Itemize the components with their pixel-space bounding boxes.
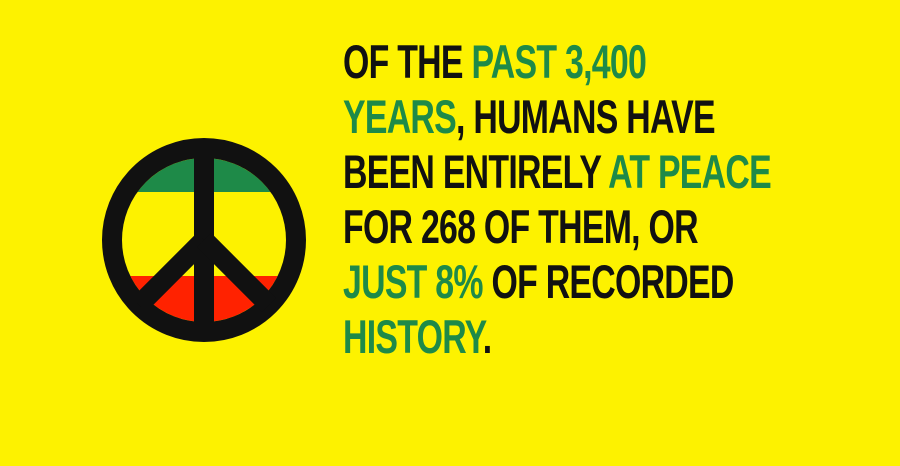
fact-highlight: PAST 3,400 [471,35,647,88]
fact-segment: . [482,310,492,363]
peace-ring [102,138,306,342]
fact-text: OF THE PAST 3,400 YEARS, HUMANS HAVE BEE… [343,34,772,364]
fact-line: JUST 8% OF RECORDED [343,254,734,309]
fact-highlight: JUST 8% [343,255,484,308]
peace-left-stroke [131,232,212,313]
fact-line: FOR 268 OF THEM, OR [343,199,732,254]
peace-sign-icon [102,138,306,342]
fact-line: BEEN ENTIRELY AT PEACE [343,144,772,199]
peace-right-stroke [196,232,277,313]
fact-line: OF THE PAST 3,400 [343,34,732,89]
fact-highlight: YEARS [343,90,457,143]
fact-highlight: AT PEACE [608,145,772,198]
fact-segment: BEEN ENTIRELY [343,145,609,198]
fact-segment: FOR 268 OF THEM, OR [343,200,699,253]
fact-segment: OF THE [343,35,472,88]
fact-highlight: HISTORY [343,310,483,363]
fact-segment: , HUMANS HAVE [455,90,716,143]
fact-segment: OF RECORDED [482,255,734,308]
fact-line: YEARS, HUMANS HAVE [343,89,732,144]
fact-line: HISTORY. [343,309,732,364]
